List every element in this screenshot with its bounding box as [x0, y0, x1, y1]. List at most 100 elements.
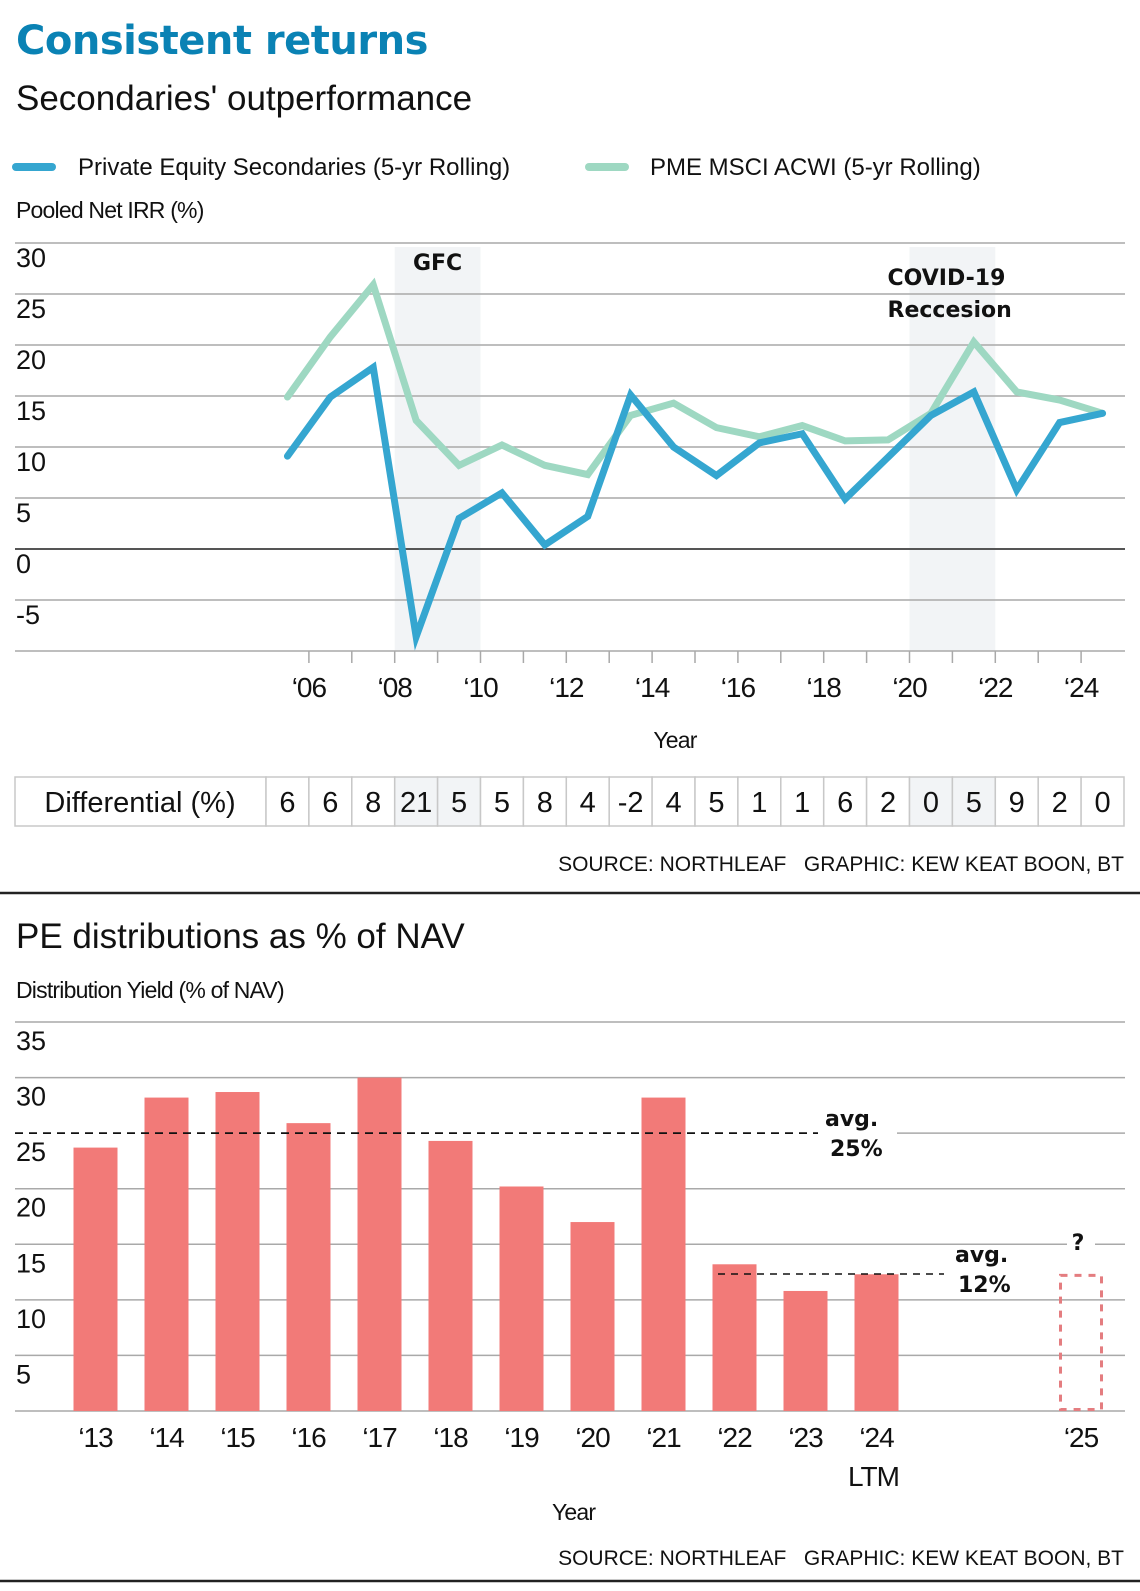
y-tick-label: 0	[16, 549, 31, 579]
x-tick-label: ‘06	[292, 672, 327, 703]
differential-value: 5	[451, 787, 467, 819]
x-tick-label: ‘12	[549, 672, 584, 703]
differential-value: 21	[400, 787, 432, 819]
y-tick-label: 20	[16, 1193, 46, 1223]
differential-value: 2	[880, 787, 896, 819]
chart2-y-tick-labels: 35 30 25 20 15 10 5	[16, 1026, 46, 1389]
bar	[641, 1097, 686, 1411]
x-tick-label: ‘16	[291, 1422, 326, 1453]
bar	[783, 1290, 828, 1411]
differential-value: 5	[966, 787, 982, 819]
differential-value: 8	[537, 787, 553, 819]
y-tick-label: 25	[16, 1137, 46, 1167]
avg-label: avg.	[955, 1243, 1008, 1268]
legend-label-pe-secondaries: Private Equity Secondaries (5-yr Rolling…	[78, 154, 510, 181]
differential-cell	[308, 776, 353, 827]
chart2-footer-source: SOURCE: NORTHLEAF GRAPHIC: KEW KEAT BOON…	[558, 1547, 1124, 1570]
differential-cell	[522, 776, 568, 827]
differential-value: 6	[322, 787, 338, 819]
bar	[570, 1222, 615, 1411]
page-title: Consistent returns	[16, 18, 428, 64]
y-tick-label: 20	[16, 345, 46, 375]
differential-value: 0	[1094, 787, 1110, 819]
x-tick-label: ‘15	[220, 1422, 255, 1453]
chart1-series	[283, 277, 1107, 651]
chart1-gridlines	[15, 242, 1125, 652]
avg-label: avg.	[825, 1107, 878, 1132]
chart1-x-axis-title: Year	[653, 727, 697, 753]
y-tick-label: 10	[16, 1304, 46, 1334]
differential-value: 1	[794, 787, 810, 819]
chart1-footer-source: SOURCE: NORTHLEAF GRAPHIC: KEW KEAT BOON…	[558, 853, 1124, 876]
x-tick-label: ‘18	[807, 672, 842, 703]
x-tick-label: ‘10	[463, 672, 498, 703]
chart2-title: PE distributions as % of NAV	[16, 917, 465, 956]
chart1-y-axis-title: Pooled Net IRR (%)	[16, 197, 204, 223]
differential-cell	[694, 776, 739, 827]
x-tick-label: ‘08	[378, 672, 413, 703]
x-tick-label: ‘22	[717, 1422, 752, 1453]
bar	[854, 1274, 899, 1411]
annotation-label: COVID-19	[888, 266, 1006, 291]
chart2-reference-lines: avg. 25% avg. 12%	[15, 1107, 1011, 1298]
chart1-subtitle: Secondaries' outperformance	[16, 79, 472, 118]
y-tick-label: 35	[16, 1026, 46, 1056]
chart1-annotations: GFC COVID-19 Reccesion	[413, 251, 1012, 323]
placeholder-label-bg	[1067, 1225, 1095, 1257]
x-tick-label: ‘13	[78, 1422, 113, 1453]
y-tick-label: -5	[16, 600, 40, 630]
differential-value: 6	[837, 787, 853, 819]
chart2-bars: ?	[73, 1077, 1103, 1412]
chart2-y-axis-title: Distribution Yield (% of NAV)	[16, 977, 284, 1003]
differential-label-cell	[14, 776, 267, 827]
differential-value: -2	[618, 787, 644, 819]
y-tick-label: 15	[16, 396, 46, 426]
bar	[73, 1147, 118, 1411]
chart1-legend: Private Equity Secondaries (5-yr Rolling…	[12, 154, 981, 181]
differential-table: Differential (%) 6 6 8 21 5 5 8 4 -2 4 5 1 1 6 2 0 5 9 2 0	[14, 776, 1125, 827]
bar	[499, 1186, 544, 1411]
y-tick-label: 10	[16, 447, 46, 477]
x-tick-label: ‘24	[1064, 672, 1099, 703]
differential-cell	[351, 776, 396, 827]
avg-value-label: 25%	[830, 1137, 883, 1162]
bar	[286, 1123, 331, 1411]
bar	[712, 1264, 757, 1411]
differential-value: 5	[708, 787, 724, 819]
placeholder-bar	[1059, 1273, 1103, 1412]
x-tick-label: ‘20	[575, 1422, 610, 1453]
chart2-x-tick-labels: ‘13 ‘14 ‘15 ‘16 ‘17 ‘18 ‘19 ‘20 ‘21 ‘22 ‘23 ‘24 ‘25 L…	[78, 1422, 1099, 1492]
differential-cell	[1080, 776, 1125, 827]
differential-value: 4	[665, 787, 681, 819]
differential-label: Differential (%)	[44, 787, 235, 819]
differential-value: 9	[1009, 787, 1025, 819]
x-tick-label: ‘21	[646, 1422, 681, 1453]
x-tick-label: ‘14	[149, 1422, 184, 1453]
x-tick-sublabel-ltm: LTM	[848, 1461, 899, 1492]
differential-value: 4	[580, 787, 596, 819]
x-tick-label: ‘24	[859, 1422, 894, 1453]
differential-cell	[565, 776, 610, 827]
bar	[144, 1097, 189, 1411]
x-tick-label: ‘19	[504, 1422, 539, 1453]
bar	[428, 1140, 473, 1411]
y-tick-label: 5	[16, 498, 31, 528]
differential-cell	[608, 776, 653, 827]
chart1-x-ticks: ‘06 ‘08 ‘10 ‘12 ‘14 ‘16 ‘18 ‘20 ‘22 ‘24	[292, 651, 1100, 703]
differential-value: 8	[365, 787, 381, 819]
x-tick-label: ‘20	[892, 672, 927, 703]
series-line-pme-msci-acwi	[283, 277, 1107, 479]
differential-cell	[436, 776, 482, 827]
bar	[357, 1077, 402, 1411]
x-tick-label: ‘25	[1064, 1422, 1099, 1453]
annotation-label: GFC	[413, 251, 462, 276]
differential-value: 6	[279, 787, 295, 819]
x-tick-label: ‘22	[978, 672, 1013, 703]
differential-cell	[780, 776, 825, 827]
shaded-period-covid	[909, 247, 996, 651]
y-tick-label: 25	[16, 294, 46, 324]
differential-value: 2	[1052, 787, 1068, 819]
differential-value: 5	[494, 787, 510, 819]
series-line-pe-secondaries	[283, 361, 1107, 651]
